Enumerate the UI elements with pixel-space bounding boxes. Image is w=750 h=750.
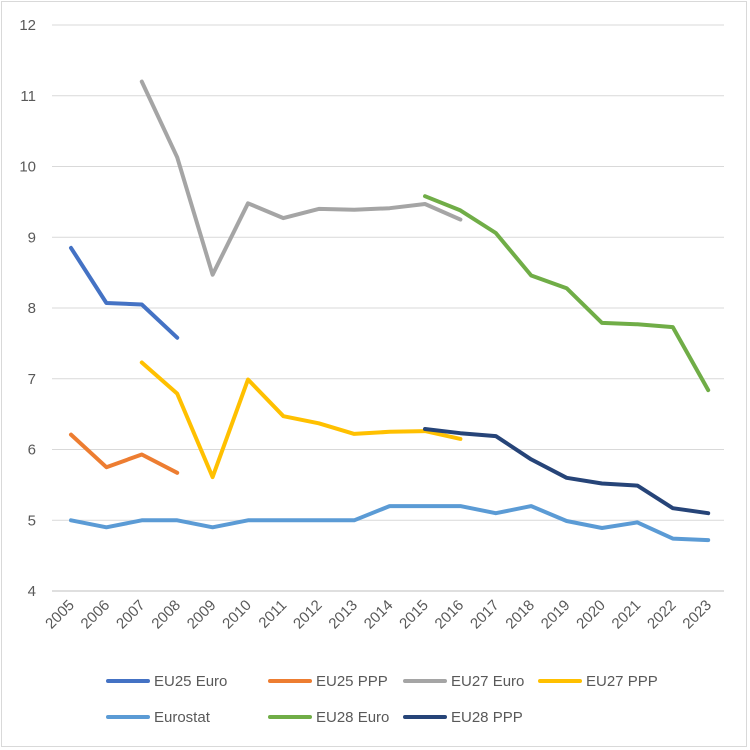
series-line-eu28-euro <box>423 194 711 393</box>
x-tick-label: 2006 <box>78 597 114 633</box>
x-tick-label: 2018 <box>502 597 538 633</box>
legend-label-eurostat: Eurostat <box>154 709 211 726</box>
x-tick-label: 2008 <box>148 597 184 633</box>
y-axis: 4 5 6 7 8 9 10 11 12 <box>19 17 36 600</box>
x-tick-label: 2023 <box>679 597 715 633</box>
series-group <box>69 79 711 543</box>
y-tick-label: 5 <box>28 512 36 529</box>
series-line-eurostat <box>69 504 711 543</box>
x-tick-label: 2021 <box>609 597 645 633</box>
x-tick-label: 2009 <box>184 597 220 633</box>
x-tick-label: 2019 <box>538 597 574 633</box>
y-tick-label: 6 <box>28 442 36 459</box>
series-line-eu25-ppp <box>69 432 180 475</box>
x-tick-label: 2007 <box>113 597 149 633</box>
x-tick-label: 2020 <box>573 597 609 633</box>
legend-label-eu28-euro: EU28 Euro <box>316 709 389 726</box>
series-line-eu25-euro <box>69 245 180 340</box>
legend: EU25 Euro EU25 PPP EU27 Euro EU27 PPP Eurost… <box>106 673 658 726</box>
y-tick-label: 12 <box>19 17 36 34</box>
legend-label-eu27-ppp: EU27 PPP <box>586 673 658 690</box>
x-tick-label: 2011 <box>255 597 290 632</box>
legend-label-eu25-euro: EU25 Euro <box>154 673 227 690</box>
y-tick-label: 7 <box>28 371 36 388</box>
x-tick-label: 2017 <box>467 597 503 633</box>
x-tick-label: 2016 <box>432 597 468 633</box>
legend-label-eu28-ppp: EU28 PPP <box>451 709 523 726</box>
x-tick-label: 2013 <box>325 597 361 633</box>
series-line-eu28-ppp <box>423 427 711 516</box>
x-tick-label: 2015 <box>396 597 432 633</box>
x-tick-label: 2022 <box>644 597 680 633</box>
y-tick-label: 11 <box>20 88 36 105</box>
x-tick-label: 2010 <box>219 597 255 633</box>
x-tick-label: 2012 <box>290 597 326 633</box>
x-tick-label: 2005 <box>42 597 78 633</box>
y-tick-label: 10 <box>19 159 36 176</box>
legend-label-eu27-euro: EU27 Euro <box>451 673 524 690</box>
y-tick-label: 4 <box>28 583 36 600</box>
x-tick-label: 2014 <box>361 597 397 633</box>
legend-label-eu25-ppp: EU25 PPP <box>316 673 388 690</box>
y-tick-label: 9 <box>28 229 36 246</box>
series-line-eu27-euro <box>139 79 463 277</box>
series-line-eu27-ppp <box>139 360 463 480</box>
x-axis: 2005 2006 2007 2008 2009 2010 2011 2012 2013 2014… <box>42 597 715 633</box>
y-tick-label: 8 <box>28 300 36 317</box>
